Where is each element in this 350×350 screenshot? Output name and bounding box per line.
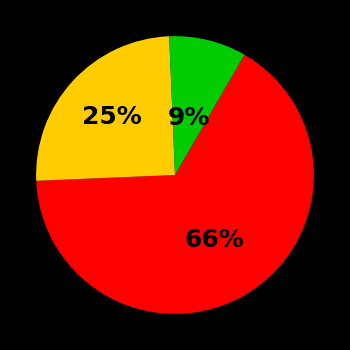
Wedge shape bbox=[36, 36, 175, 181]
Wedge shape bbox=[169, 36, 244, 175]
Text: 9%: 9% bbox=[168, 106, 210, 130]
Text: 25%: 25% bbox=[82, 105, 141, 129]
Text: 66%: 66% bbox=[185, 228, 244, 252]
Wedge shape bbox=[36, 55, 314, 314]
